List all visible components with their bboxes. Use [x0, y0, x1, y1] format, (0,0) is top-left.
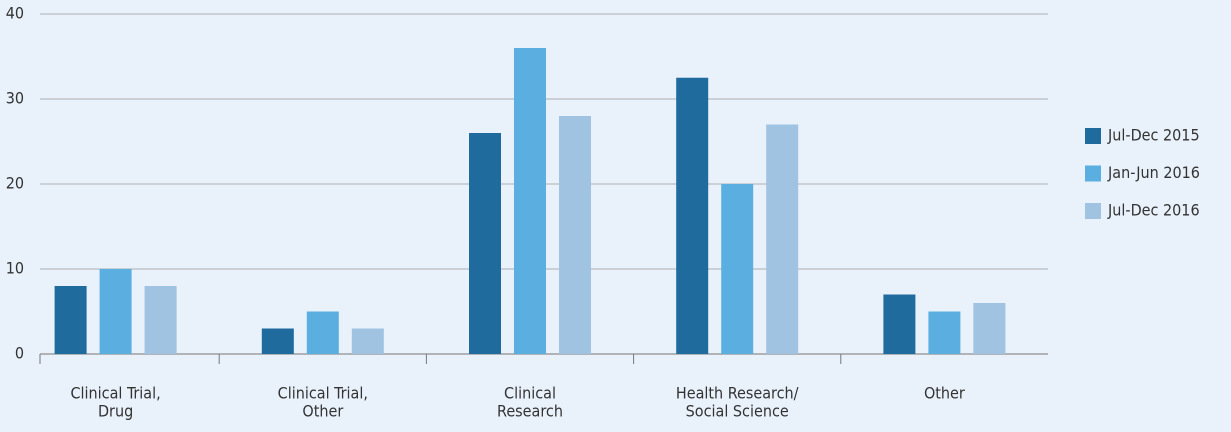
legend-label: Jul-Dec 2015: [1107, 126, 1200, 145]
x-tick-label: Drug: [98, 402, 133, 421]
bar: [54, 286, 87, 354]
y-tick-label: 10: [6, 259, 24, 278]
legend-label: Jul-Dec 2016: [1107, 201, 1200, 220]
y-tick-label: 30: [6, 89, 24, 108]
bar: [766, 124, 799, 354]
y-tick-label: 20: [6, 174, 24, 193]
x-tick-label: Research: [497, 402, 563, 421]
legend-label: Jan-Jun 2016: [1107, 163, 1200, 182]
legend-swatch: [1085, 203, 1101, 219]
y-tick-label: 0: [15, 344, 24, 363]
bar: [721, 184, 754, 354]
x-tick-label: Social Science: [686, 402, 789, 421]
bar: [261, 328, 294, 354]
bar: [306, 311, 339, 354]
bar: [469, 133, 501, 354]
y-tick-label: 40: [6, 4, 24, 23]
bar: [514, 48, 546, 354]
x-tick-label: Clinical Trial,: [70, 384, 160, 403]
x-tick-label: Other: [302, 402, 343, 421]
x-tick-label: Clinical: [504, 384, 556, 403]
legend-swatch: [1085, 128, 1101, 144]
x-tick-label: Other: [924, 384, 965, 403]
x-tick-label: Clinical Trial,: [278, 384, 368, 403]
x-tick-label: Health Research/: [676, 384, 799, 403]
bar: [973, 303, 1006, 354]
bar: [99, 269, 132, 354]
bar: [676, 77, 709, 354]
bar: [351, 328, 384, 354]
bar: [928, 311, 961, 354]
bar: [144, 286, 177, 354]
bar: [559, 116, 591, 354]
legend-swatch: [1085, 165, 1101, 182]
bar: [883, 294, 916, 354]
